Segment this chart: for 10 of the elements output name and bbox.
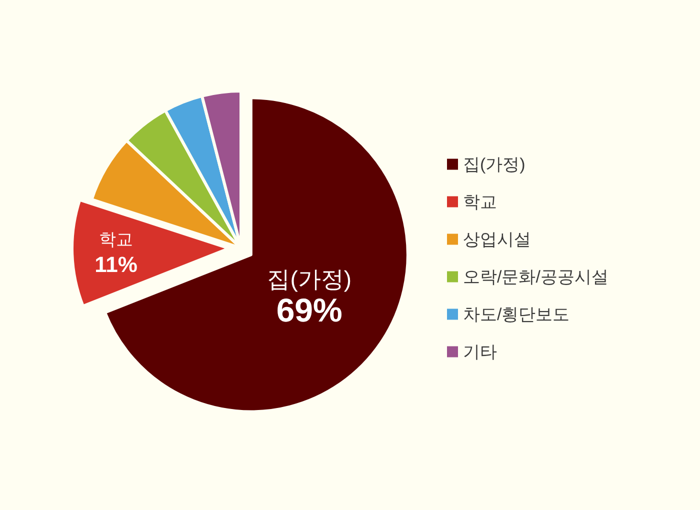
legend-label: 기타 <box>463 342 497 362</box>
data-label: 69% <box>276 291 342 328</box>
data-label: 11% <box>94 252 138 277</box>
legend-label: 집(가정) <box>463 154 526 174</box>
legend-label: 학교 <box>463 192 497 212</box>
slice-label: 집(가정) <box>267 266 352 292</box>
slice-label: 학교 <box>99 230 134 249</box>
legend-label: 상업시설 <box>463 230 531 249</box>
legend-label: 오락/문화/공공시설 <box>463 267 608 286</box>
legend-label: 차도/횡단보도 <box>463 304 570 324</box>
